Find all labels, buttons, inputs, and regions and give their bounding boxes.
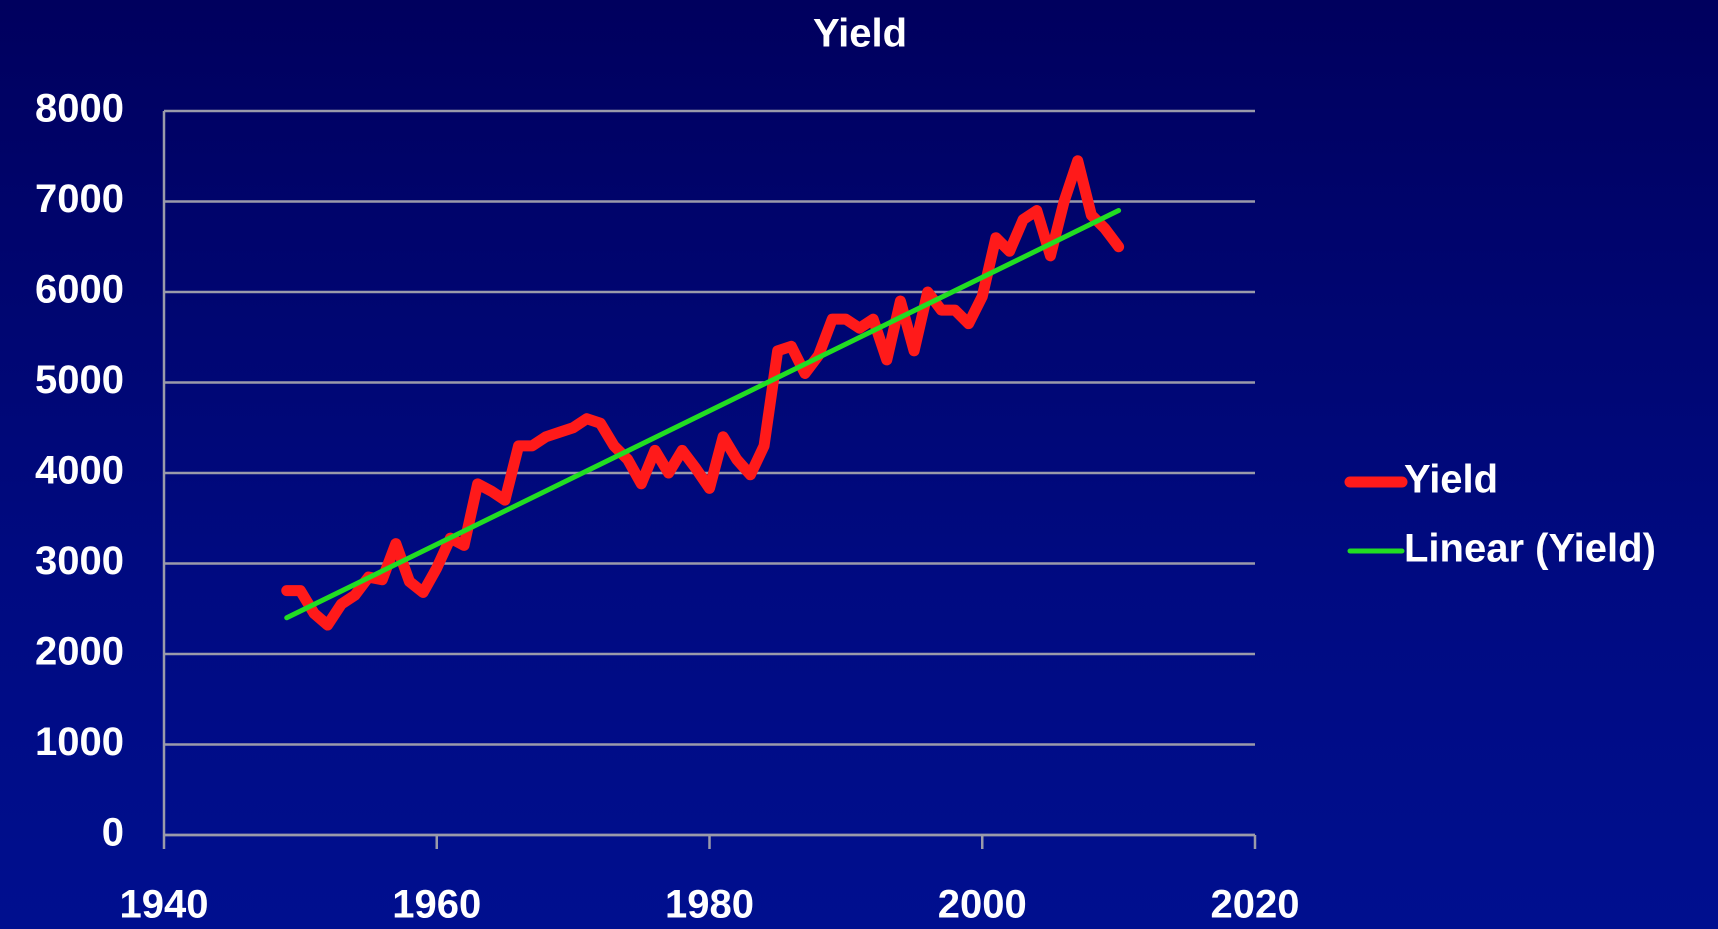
x-tick-label: 1980 — [665, 883, 754, 927]
x-tick-label: 2000 — [938, 883, 1027, 927]
x-tick-label: 1940 — [120, 883, 209, 927]
y-tick-label: 8000 — [35, 87, 124, 131]
y-tick-label: 7000 — [35, 177, 124, 221]
y-tick-label: 0 — [102, 811, 124, 855]
chart-title: Yield — [813, 12, 907, 56]
legend-label: Yield — [1404, 458, 1498, 502]
y-tick-label: 1000 — [35, 720, 124, 764]
legend-label: Linear (Yield) — [1404, 527, 1656, 571]
y-tick-label: 3000 — [35, 539, 124, 583]
y-tick-label: 4000 — [35, 449, 124, 493]
y-tick-label: 2000 — [35, 630, 124, 674]
y-tick-label: 6000 — [35, 268, 124, 312]
x-tick-label: 1960 — [392, 883, 481, 927]
series-line — [284, 208, 1122, 621]
x-tick-label: 2020 — [1211, 883, 1300, 927]
y-tick-label: 5000 — [35, 358, 124, 402]
series-line — [281, 155, 1125, 631]
